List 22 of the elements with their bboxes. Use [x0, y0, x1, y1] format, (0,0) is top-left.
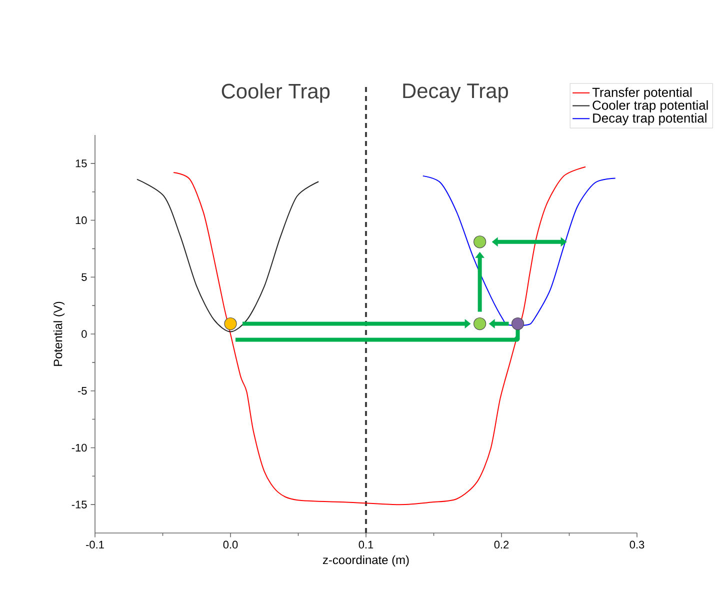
y-tick-label: -15 — [72, 500, 87, 508]
legend-label: Transfer potential — [592, 87, 692, 100]
x-tick-label: 0.3 — [630, 540, 644, 549]
line-series — [136, 178, 320, 332]
y-tick-label: -10 — [72, 444, 87, 452]
line-series — [173, 166, 586, 506]
y-tick-label: 10 — [76, 216, 87, 224]
y-tick-label: -5 — [78, 387, 87, 395]
x-tick-label: 0.0 — [223, 540, 238, 549]
y-tick-label: 0 — [82, 330, 87, 338]
legend-label: Decay trap potential — [593, 113, 706, 126]
text: Decay Trap — [403, 84, 508, 102]
legend-label: Cooler trap potential — [592, 100, 708, 112]
text: Cooler Trap — [222, 83, 330, 103]
y-tick-label: 5 — [82, 273, 87, 281]
x-tick-label: 0.1 — [358, 540, 374, 549]
x-axis-title: z-coordinate (m) — [322, 555, 409, 567]
y-tick-label: 15 — [76, 160, 87, 168]
line-series — [422, 175, 616, 326]
x-tick-label: -0.1 — [86, 540, 104, 549]
x-tick-label: 0.2 — [494, 540, 509, 549]
y-axis-title: Potential (V) — [53, 302, 65, 366]
